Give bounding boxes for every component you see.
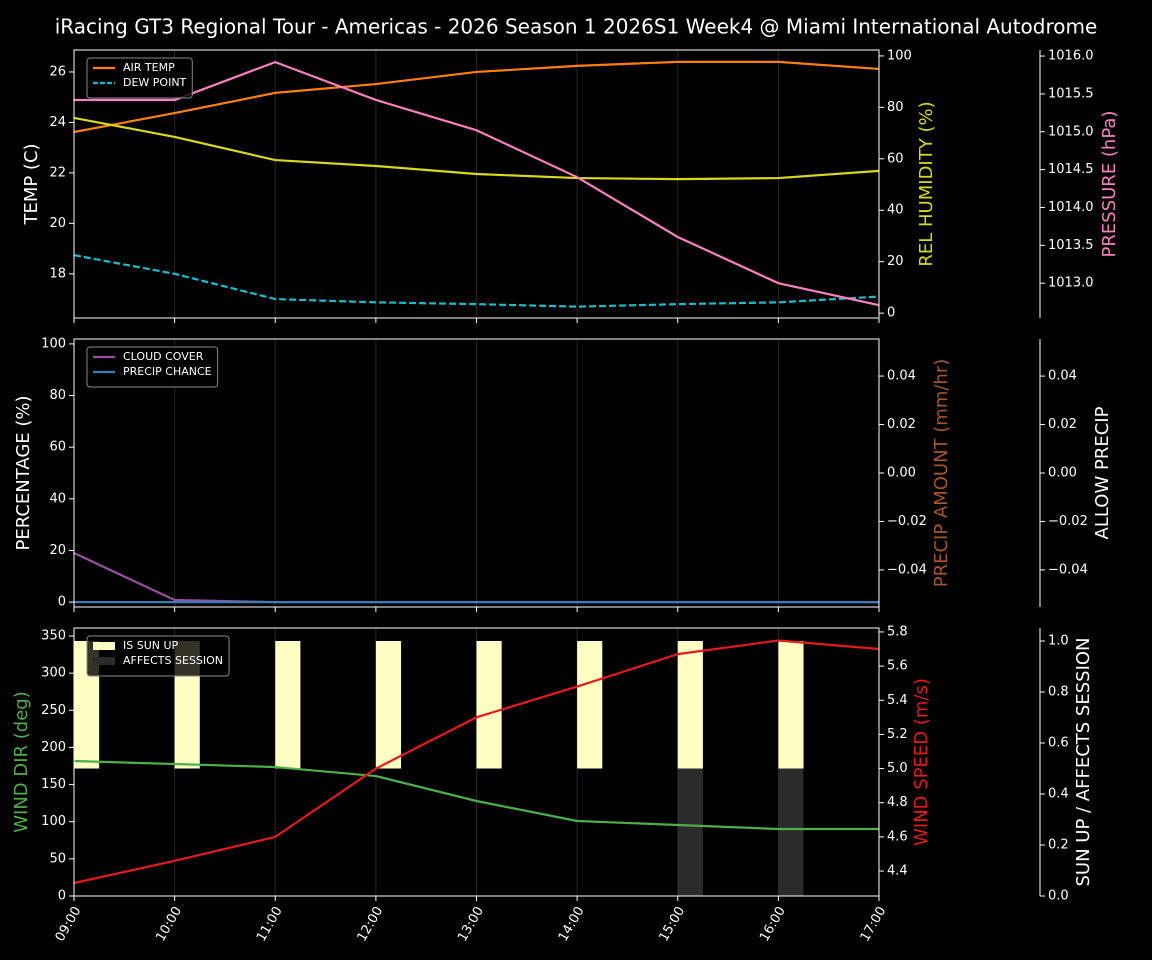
y3-tick-label: 0.00: [1048, 466, 1077, 481]
y-tick-label: 26: [49, 64, 66, 79]
y3-tick-label: 1014.0: [1048, 200, 1094, 215]
y3-tick-label: 0.0: [1048, 889, 1069, 904]
legend-label: CLOUD COVER: [123, 350, 204, 363]
y3-axis-label: SUN UP / AFFECTS SESSION: [1073, 637, 1094, 886]
y2-axis-label: WIND SPEED (m/s): [911, 678, 932, 846]
y3-tick-label: 0.8: [1048, 685, 1069, 700]
bar: [677, 641, 703, 769]
y-tick-label: 60: [49, 440, 66, 455]
y2-tick-label: −0.04: [887, 562, 927, 577]
y-tick-label: 18: [49, 266, 66, 281]
bar: [778, 768, 804, 896]
y2-tick-label: −0.02: [887, 514, 927, 529]
y3-tick-label: 0.2: [1048, 838, 1069, 853]
y2-tick-label: 5.2: [887, 727, 908, 742]
y3-tick-label: 1015.5: [1048, 86, 1094, 101]
y-tick-label: 250: [41, 703, 66, 718]
legend-box: [86, 635, 230, 677]
y2-tick-label: 5.8: [887, 624, 908, 639]
legend-label: AIR TEMP: [123, 61, 175, 74]
y-tick-label: 100: [41, 814, 66, 829]
y2-tick-label: 0: [887, 306, 895, 321]
plot-area: [74, 339, 879, 607]
y3-axis-label: PRESSURE (hPa): [1099, 111, 1120, 258]
y-tick-label: 200: [41, 740, 66, 755]
plot-frame: [73, 49, 880, 319]
bar: [275, 641, 301, 769]
plot-area: [74, 628, 879, 896]
y-tick-label: 300: [41, 666, 66, 681]
plot-area: [74, 50, 879, 318]
y-tick-label: 40: [49, 491, 66, 506]
y2-tick-label: 5.6: [887, 659, 908, 674]
y-axis-label: PERCENTAGE (%): [13, 395, 34, 550]
y3-tick-label: 0.6: [1048, 736, 1069, 751]
line-series: [74, 60, 879, 134]
y3-axis-label: ALLOW PRECIP: [1092, 406, 1113, 539]
bar: [778, 641, 804, 769]
legend-box: [86, 346, 219, 388]
y3-tick-label: 1013.0: [1048, 276, 1094, 291]
y3-tick-label: 0.02: [1048, 417, 1077, 432]
y-tick-label: 100: [41, 336, 66, 351]
y-tick-label: 20: [49, 543, 66, 558]
y2-tick-label: 4.8: [887, 795, 908, 810]
line-series: [74, 60, 879, 307]
y3-tick-label: 1013.5: [1048, 238, 1094, 253]
y3-tick-label: 1016.0: [1048, 49, 1094, 64]
y-tick-label: 20: [49, 216, 66, 231]
y-tick-label: 22: [49, 165, 66, 180]
y2-tick-label: 100: [887, 48, 912, 63]
y-axis-label: WIND DIR (deg): [11, 691, 32, 833]
y3-tick-label: 1.0: [1048, 634, 1069, 649]
y2-tick-label: 5.4: [887, 693, 908, 708]
line-series: [74, 759, 879, 831]
y-tick-label: 0: [58, 889, 66, 904]
y2-axis-label: PRECIP AMOUNT (mm/hr): [931, 359, 952, 588]
y-tick-label: 24: [49, 115, 66, 130]
legend-label: DEW POINT: [123, 76, 187, 89]
y2-tick-label: 60: [887, 151, 904, 166]
y-tick-label: 80: [49, 388, 66, 403]
legend-label: AFFECTS SESSION: [123, 654, 223, 667]
bar: [476, 641, 502, 769]
bar: [577, 641, 603, 769]
y3-tick-label: 0.04: [1048, 369, 1077, 384]
line-series: [74, 639, 879, 885]
line-series: [74, 254, 879, 308]
y3-tick-label: −0.04: [1048, 562, 1088, 577]
y-tick-label: 350: [41, 629, 66, 644]
legend-label: IS SUN UP: [123, 639, 179, 652]
legend-swatch: [93, 642, 115, 650]
y-tick-label: 0: [58, 595, 66, 610]
y3-tick-label: 0.4: [1048, 787, 1069, 802]
y-tick-label: 50: [49, 851, 66, 866]
y-axis-label: TEMP (C): [21, 143, 42, 225]
y3-tick-label: 1015.0: [1048, 124, 1094, 139]
y3-tick-label: 1014.5: [1048, 162, 1094, 177]
y2-tick-label: 4.6: [887, 829, 908, 844]
y2-tick-label: 0.02: [887, 417, 916, 432]
bar: [375, 641, 402, 769]
y2-tick-label: 0.04: [887, 369, 916, 384]
bar: [677, 768, 703, 896]
y2-tick-label: 0.00: [887, 466, 916, 481]
y3-tick-label: −0.02: [1048, 514, 1088, 529]
y2-tick-label: 5.0: [887, 761, 908, 776]
y2-tick-label: 20: [887, 254, 904, 269]
y2-tick-label: 4.4: [887, 864, 908, 879]
chart-title: iRacing GT3 Regional Tour - Americas - 2…: [55, 15, 1098, 39]
y2-tick-label: 40: [887, 203, 904, 218]
legend-swatch: [93, 657, 115, 665]
y-tick-label: 150: [41, 777, 66, 792]
y2-axis-label: REL HUMIDITY (%): [916, 101, 937, 266]
line-series: [74, 116, 879, 181]
legend-label: PRECIP CHANCE: [123, 365, 212, 378]
y2-tick-label: 80: [887, 100, 904, 115]
plot-frame: [73, 627, 880, 897]
